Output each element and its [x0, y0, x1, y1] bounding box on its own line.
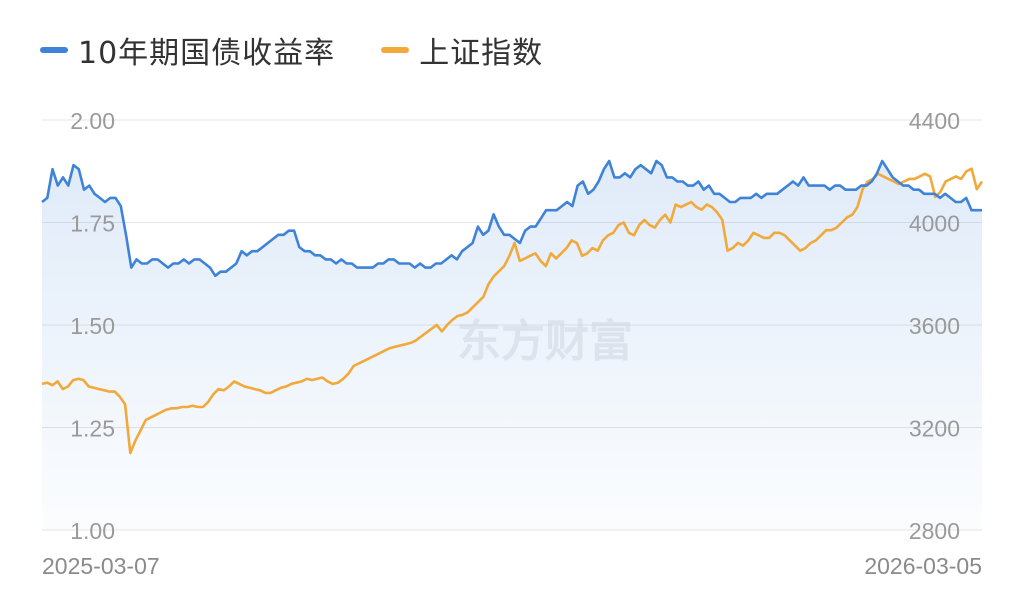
legend-swatch-bond-yield: [40, 47, 68, 53]
legend-item-bond-yield[interactable]: 10年期国债收益率: [40, 28, 335, 72]
y-left-tick-label: 1.50: [70, 313, 115, 339]
x-tick-start: 2025-03-07: [42, 553, 160, 579]
legend-swatch-shanghai-index: [381, 47, 410, 53]
legend-item-shanghai-index[interactable]: 上证指数: [381, 28, 543, 72]
y-right-tick-label: 2800: [909, 518, 960, 544]
y-left-tick-label: 1.75: [70, 211, 115, 237]
y-left-tick-label: 1.25: [70, 416, 115, 442]
bond-yield-area: [42, 161, 982, 530]
y-left-tick-label: 1.00: [70, 518, 115, 544]
y-right-tick-label: 3600: [909, 313, 960, 339]
x-tick-end: 2026-03-05: [864, 553, 982, 579]
chart-legend: 10年期国债收益率 上证指数: [40, 28, 543, 72]
y-right-tick-label: 4400: [909, 108, 960, 134]
y-right-tick-label: 4000: [909, 211, 960, 237]
bond-yield-line: [41, 159, 982, 278]
y-left-tick-label: 2.00: [70, 108, 115, 134]
shanghai-index-line: [41, 167, 984, 455]
watermark-text: 东方财富: [457, 316, 633, 367]
legend-label-shanghai-index: 上证指数: [419, 36, 544, 71]
y-right-tick-label: 3200: [909, 416, 960, 442]
legend-label-bond-yield: 10年期国债收益率: [78, 36, 336, 71]
